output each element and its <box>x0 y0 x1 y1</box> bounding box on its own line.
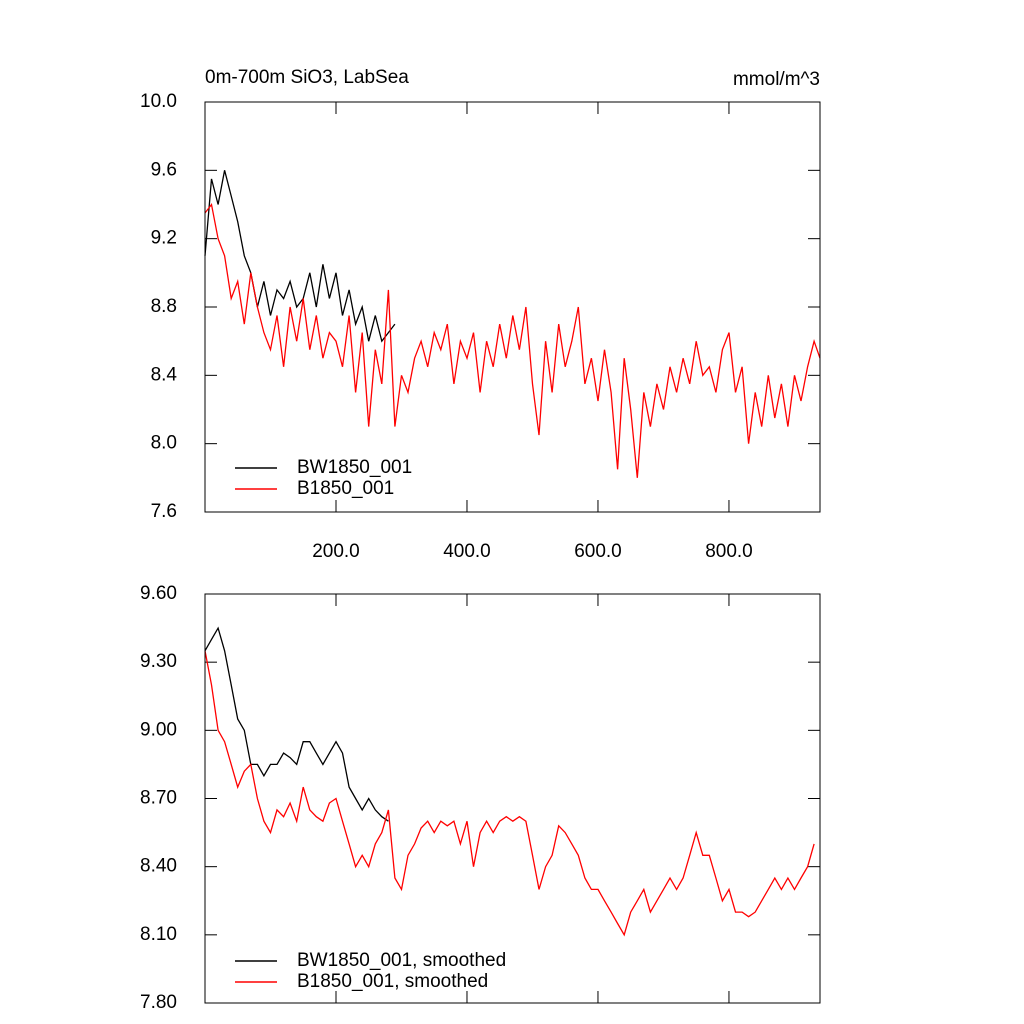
series-line <box>204 170 396 343</box>
y-tick-label: 9.00 <box>140 719 177 740</box>
y-tick-label: 8.40 <box>140 856 177 877</box>
y-tick-label: 7.80 <box>140 992 177 1013</box>
y-tick-label: 9.2 <box>151 228 177 249</box>
legend-label: B1850_001, smoothed <box>297 971 488 992</box>
y-tick-label: 9.6 <box>151 159 177 180</box>
series-line <box>204 626 389 822</box>
x-tick-label: 400.0 <box>443 541 491 562</box>
series-line <box>204 202 821 478</box>
y-tick-label: 8.0 <box>151 433 177 454</box>
x-tick-label: 600.0 <box>574 541 622 562</box>
plot-frame <box>204 101 821 513</box>
chart-title: 0m-700m SiO3, LabSea <box>205 67 409 88</box>
y-tick-label: 9.30 <box>140 651 177 672</box>
plot-frame <box>204 593 821 1004</box>
legend-label: BW1850_001, smoothed <box>297 950 506 971</box>
x-tick-label: 200.0 <box>312 541 360 562</box>
y-tick-label: 8.4 <box>151 364 178 385</box>
series-line <box>204 650 815 937</box>
y-tick-label: 8.8 <box>151 296 177 317</box>
units-label: mmol/m^3 <box>733 69 820 90</box>
x-tick-label: 800.0 <box>705 541 753 562</box>
y-tick-label: 7.6 <box>151 501 177 522</box>
y-tick-label: 8.10 <box>140 924 177 945</box>
legend-label: B1850_001 <box>297 478 394 499</box>
y-tick-label: 8.70 <box>140 788 177 809</box>
y-tick-label: 9.60 <box>140 583 177 604</box>
y-tick-label: 10.0 <box>140 91 177 112</box>
legend-label: BW1850_001 <box>297 457 412 478</box>
